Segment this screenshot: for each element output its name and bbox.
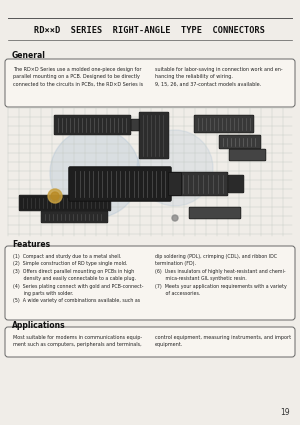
Text: dip soldering (PDL), crimping (CDL), and ribbon IDC
termination (FD).
(6)  Uses : dip soldering (PDL), crimping (CDL), and… (155, 254, 287, 296)
Text: (1)  Compact and sturdy due to a metal shell.
(2)  Simple construction of RD typ: (1) Compact and sturdy due to a metal sh… (13, 254, 143, 303)
FancyBboxPatch shape (41, 211, 108, 223)
Text: Applications: Applications (12, 320, 66, 329)
Circle shape (50, 128, 140, 218)
FancyBboxPatch shape (131, 119, 151, 131)
FancyBboxPatch shape (228, 175, 244, 193)
Text: The RD×D Series use a molded one-piece design for
parallel mounting on a PCB. De: The RD×D Series use a molded one-piece d… (13, 67, 143, 86)
Text: Features: Features (12, 240, 50, 249)
FancyBboxPatch shape (229, 149, 266, 161)
Circle shape (172, 215, 178, 221)
Circle shape (51, 192, 59, 200)
Text: RD××D  SERIES  RIGHT-ANGLE  TYPE  CONNECTORS: RD××D SERIES RIGHT-ANGLE TYPE CONNECTORS (34, 26, 266, 34)
FancyBboxPatch shape (169, 173, 182, 196)
FancyBboxPatch shape (5, 246, 295, 320)
FancyBboxPatch shape (69, 167, 171, 201)
Text: suitable for labor-saving in connection work and en-
hancing the reliability of : suitable for labor-saving in connection … (155, 67, 283, 86)
Text: control equipment, measuring instruments, and import
equipment.: control equipment, measuring instruments… (155, 335, 291, 347)
Text: General: General (12, 51, 46, 60)
FancyBboxPatch shape (5, 59, 295, 107)
FancyBboxPatch shape (194, 115, 254, 133)
FancyBboxPatch shape (189, 207, 241, 219)
FancyBboxPatch shape (139, 112, 169, 159)
FancyBboxPatch shape (19, 195, 111, 211)
Text: ЭЛЕ  К  Т  Р  О  Н  Ы: ЭЛЕ К Т Р О Н Ы (108, 185, 172, 190)
FancyBboxPatch shape (154, 172, 228, 196)
FancyBboxPatch shape (219, 135, 261, 149)
Circle shape (48, 189, 62, 203)
Text: Most suitable for modems in communications equip-
ment such as computers, periph: Most suitable for modems in communicatio… (13, 335, 142, 347)
Text: 19: 19 (280, 408, 290, 417)
FancyBboxPatch shape (54, 115, 131, 135)
FancyBboxPatch shape (5, 327, 295, 357)
Circle shape (137, 130, 213, 206)
